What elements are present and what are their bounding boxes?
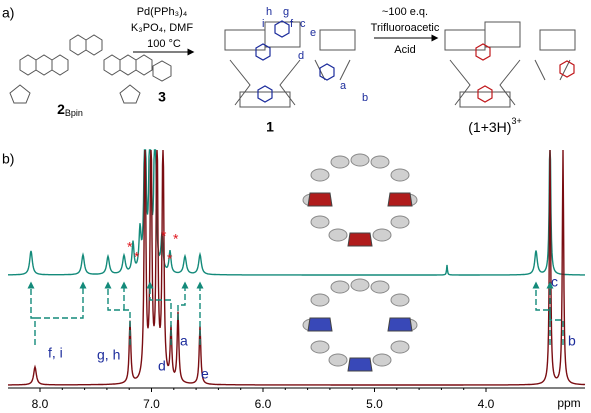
compound-number: 3 bbox=[158, 89, 166, 105]
condition: ~100 e.q. bbox=[382, 6, 428, 18]
macrocycle-model bbox=[302, 153, 418, 247]
unit bbox=[350, 278, 370, 292]
unit bbox=[390, 168, 410, 182]
proton-label: e bbox=[310, 27, 316, 39]
condition: Trifluoroacetic bbox=[371, 22, 440, 34]
pyridine-unit bbox=[387, 192, 413, 207]
tick-label: 6.0 bbox=[255, 397, 272, 411]
pyridine bbox=[152, 60, 172, 82]
compound-number: 1 bbox=[266, 119, 274, 135]
peak-connectors bbox=[27, 281, 564, 345]
pyridine-unit bbox=[347, 357, 373, 372]
proton-label: i bbox=[262, 18, 264, 30]
proton-label: g bbox=[283, 6, 289, 18]
proton-label: c bbox=[300, 18, 306, 30]
unit bbox=[328, 228, 348, 242]
compound-label: (1+3H)3+ bbox=[468, 116, 521, 134]
peak-label: c bbox=[551, 274, 558, 290]
pyridine-unit bbox=[307, 317, 333, 332]
condition: Acid bbox=[394, 44, 415, 56]
asterisk: * bbox=[173, 231, 179, 247]
macrocycle-protonated bbox=[444, 21, 576, 108]
unit bbox=[328, 353, 348, 367]
peak-label: f, i bbox=[48, 345, 63, 361]
proton-label: f bbox=[290, 18, 294, 30]
tick-label: 4.0 bbox=[478, 397, 495, 411]
proton-label: b bbox=[362, 92, 368, 104]
unit bbox=[372, 228, 392, 242]
unit bbox=[330, 280, 350, 294]
pyridine-unit bbox=[307, 192, 333, 207]
unit bbox=[390, 340, 410, 354]
pyridine-unit bbox=[347, 232, 373, 247]
unit bbox=[310, 340, 330, 354]
condition: Pd(PPh₃)₄ bbox=[137, 6, 188, 18]
unit bbox=[370, 155, 390, 169]
unit bbox=[310, 168, 330, 182]
condition: 100 °C bbox=[147, 38, 181, 50]
peak-label: b bbox=[568, 333, 576, 349]
tick-label: 7.0 bbox=[143, 397, 160, 411]
unit bbox=[310, 215, 330, 229]
peak-label: a bbox=[180, 333, 188, 349]
macrocycle-1 bbox=[224, 20, 356, 108]
condition: K₃PO₄, DMF bbox=[131, 22, 193, 34]
proton-label: a bbox=[340, 80, 347, 92]
proton-label: d bbox=[298, 50, 304, 62]
tick-label: 8.0 bbox=[32, 397, 49, 411]
axis-unit: ppm bbox=[557, 396, 580, 410]
pyridine-unit bbox=[387, 317, 413, 332]
unit bbox=[330, 155, 350, 169]
spectrum-protonated bbox=[8, 149, 585, 276]
peak-label: d bbox=[158, 358, 166, 374]
unit bbox=[370, 280, 390, 294]
asterisk: * bbox=[161, 228, 167, 244]
panel-label: b) bbox=[2, 151, 14, 167]
spectrum-neutral bbox=[8, 149, 586, 386]
tick-label: 5.0 bbox=[366, 397, 383, 411]
asterisk: * bbox=[134, 249, 140, 265]
unit bbox=[390, 293, 410, 307]
peak-label: e bbox=[201, 366, 209, 382]
proton-label: h bbox=[266, 6, 272, 18]
unit bbox=[350, 153, 370, 167]
compound-number: 2Bpin bbox=[57, 101, 83, 119]
axis-ticks: 8.0 7.0 6.0 5.0 4.0 bbox=[32, 388, 495, 411]
macrocycle-model bbox=[302, 278, 418, 372]
reactant-structure bbox=[9, 34, 153, 104]
unit bbox=[310, 293, 330, 307]
asterisk: * bbox=[127, 239, 133, 255]
unit bbox=[372, 353, 392, 367]
unit bbox=[390, 215, 410, 229]
panel-label: a) bbox=[2, 5, 14, 21]
peak-label: g, h bbox=[97, 347, 120, 363]
asterisk: * bbox=[167, 251, 173, 267]
